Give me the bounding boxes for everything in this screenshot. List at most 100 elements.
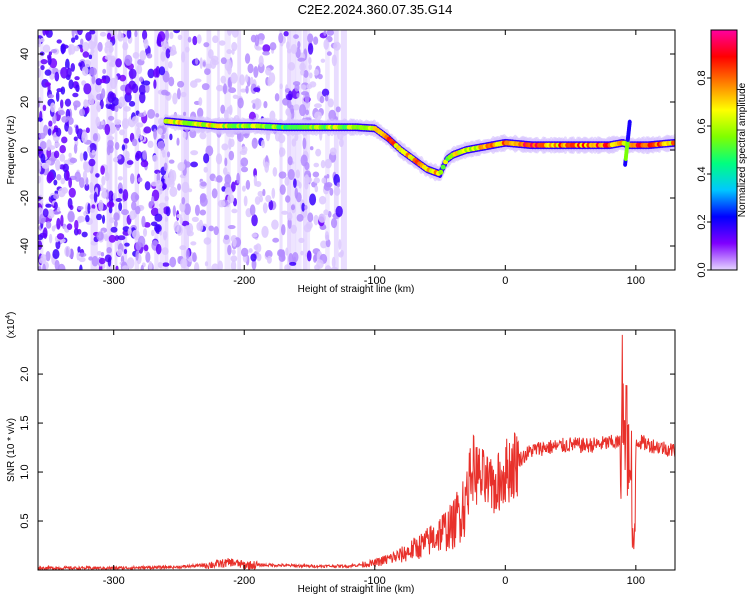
noise-cell — [230, 181, 236, 192]
noise-cell — [100, 251, 105, 257]
noise-cell — [102, 68, 107, 74]
noise-cell — [41, 163, 50, 169]
noise-cell — [119, 74, 127, 82]
noise-cell — [136, 64, 143, 75]
noise-cell — [155, 113, 160, 118]
noise-cell — [78, 256, 86, 263]
noise-cell — [155, 243, 162, 255]
noise-cell — [265, 195, 272, 203]
noise-cell — [85, 214, 90, 223]
noise-cell — [131, 201, 137, 211]
noise-cell — [326, 51, 332, 56]
noise-cell — [91, 255, 99, 267]
noise-cell — [95, 173, 100, 178]
noise-cell — [266, 255, 272, 264]
noise-cell — [164, 195, 169, 202]
noise-cell — [157, 31, 166, 42]
spectrogram-y-tick-label: 0 — [19, 147, 31, 153]
noise-cell — [176, 88, 181, 100]
noise-cell — [183, 111, 187, 117]
noise-cell — [66, 67, 72, 78]
noise-cell — [162, 230, 168, 239]
noise-cell — [82, 51, 90, 58]
noise-cell — [250, 253, 257, 262]
noise-cell — [84, 183, 90, 191]
noise-streak — [340, 30, 347, 270]
noise-cell — [125, 150, 130, 160]
noise-cell — [258, 55, 264, 68]
noise-cell — [179, 201, 186, 213]
noise-cell — [40, 254, 47, 262]
noise-cell — [104, 123, 111, 136]
noise-cell — [215, 175, 223, 183]
noise-cell — [95, 116, 101, 127]
noise-cell — [124, 242, 130, 247]
noise-cell — [230, 255, 238, 263]
noise-cell — [152, 154, 158, 162]
noise-cell — [77, 205, 84, 210]
noise-cell — [230, 72, 238, 84]
noise-cell — [106, 32, 112, 40]
noise-cell — [302, 137, 307, 150]
noise-cell — [117, 154, 122, 160]
noise-cell — [53, 193, 60, 200]
noise-cell — [184, 225, 191, 230]
noise-cell — [147, 140, 154, 149]
noise-cell — [190, 161, 199, 168]
noise-cell — [202, 61, 206, 67]
noise-cell — [128, 68, 137, 79]
noise-streak — [154, 30, 159, 270]
noise-cell — [107, 91, 115, 103]
noise-cell — [227, 224, 236, 230]
noise-cell — [146, 53, 153, 59]
noise-cell — [99, 31, 107, 37]
noise-cell — [153, 128, 157, 140]
noise-cell — [314, 111, 323, 121]
noise-cell — [128, 100, 136, 107]
noise-cell — [313, 162, 320, 168]
noise-cell — [75, 125, 79, 135]
noise-cell — [60, 66, 68, 79]
noise-cell — [314, 185, 319, 193]
colorbar-tick-label: 0.0 — [696, 262, 708, 277]
noise-cell — [44, 30, 50, 35]
noise-cell — [182, 131, 187, 139]
noise-cell — [187, 188, 193, 193]
noise-cell — [274, 93, 280, 102]
noise-cell — [82, 41, 90, 52]
noise-streak — [302, 30, 308, 270]
noise-cell — [39, 141, 47, 150]
noise-cell — [244, 74, 249, 83]
noise-cell — [329, 147, 337, 156]
noise-cell — [298, 104, 307, 117]
noise-cell — [232, 238, 237, 247]
noise-cell — [287, 217, 292, 230]
noise-cell — [100, 165, 105, 175]
noise-cell — [82, 170, 88, 181]
noise-cell — [220, 75, 227, 84]
noise-cell — [44, 69, 52, 76]
noise-cell — [163, 162, 168, 172]
noise-cell — [176, 213, 182, 219]
noise-cell — [57, 109, 65, 116]
noise-streak — [295, 30, 302, 270]
noise-cell — [47, 54, 52, 60]
noise-cell — [168, 159, 175, 164]
noise-cell — [245, 179, 251, 190]
noise-cell — [173, 220, 180, 233]
noise-cell — [135, 205, 141, 215]
noise-cell — [148, 260, 153, 270]
noise-cell — [55, 90, 60, 102]
noise-cell — [161, 247, 169, 255]
noise-cell — [260, 139, 266, 149]
noise-cell — [85, 127, 90, 134]
noise-cell — [141, 215, 146, 228]
noise-cell — [131, 116, 139, 124]
noise-cell — [307, 212, 314, 223]
noise-cell — [141, 30, 148, 40]
noise-cell — [231, 30, 239, 38]
noise-cell — [264, 161, 269, 173]
noise-cell — [320, 240, 328, 249]
noise-cell — [104, 167, 108, 177]
noise-streak — [289, 30, 297, 270]
